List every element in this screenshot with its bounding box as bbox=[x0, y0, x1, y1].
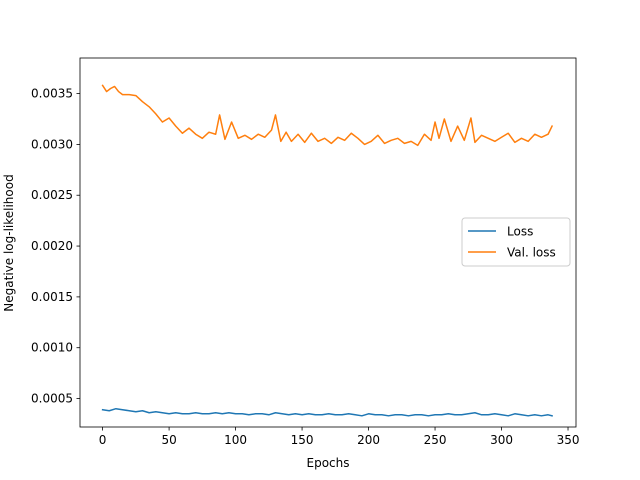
x-tick-label: 100 bbox=[224, 433, 247, 447]
y-tick-label: 0.0010 bbox=[31, 341, 73, 355]
x-tick-label: 200 bbox=[357, 433, 380, 447]
x-tick-label: 250 bbox=[424, 433, 447, 447]
y-tick-label: 0.0025 bbox=[31, 188, 73, 202]
y-tick-label: 0.0015 bbox=[31, 290, 73, 304]
y-axis-label: Negative log-likelihood bbox=[2, 174, 16, 311]
legend-box bbox=[461, 217, 571, 267]
axes-frame bbox=[79, 57, 577, 428]
x-axis-label: Epochs bbox=[307, 456, 350, 470]
x-tick-label: 50 bbox=[161, 433, 176, 447]
axes: 0 50 100 150 200 250 300 350 0.0005 0.0010 0.0015 0… bbox=[31, 57, 580, 447]
legend-label-1: Loss bbox=[507, 225, 533, 239]
legend: Loss Val. loss bbox=[461, 217, 571, 267]
x-tick-label: 350 bbox=[557, 433, 580, 447]
x-tick-label: 300 bbox=[490, 433, 513, 447]
y-tick-label: 0.0020 bbox=[31, 239, 73, 253]
x-tick-label: 0 bbox=[99, 433, 107, 447]
plot-area bbox=[101, 84, 554, 417]
y-tick-label: 0.0005 bbox=[31, 392, 73, 406]
y-tick-label: 0.0030 bbox=[31, 137, 73, 151]
series-line-2 bbox=[101, 84, 554, 147]
y-tick-label: 0.0035 bbox=[31, 87, 73, 101]
series-line-1 bbox=[101, 407, 553, 417]
x-tick-label: 150 bbox=[291, 433, 314, 447]
legend-label-2: Val. loss bbox=[507, 246, 556, 260]
